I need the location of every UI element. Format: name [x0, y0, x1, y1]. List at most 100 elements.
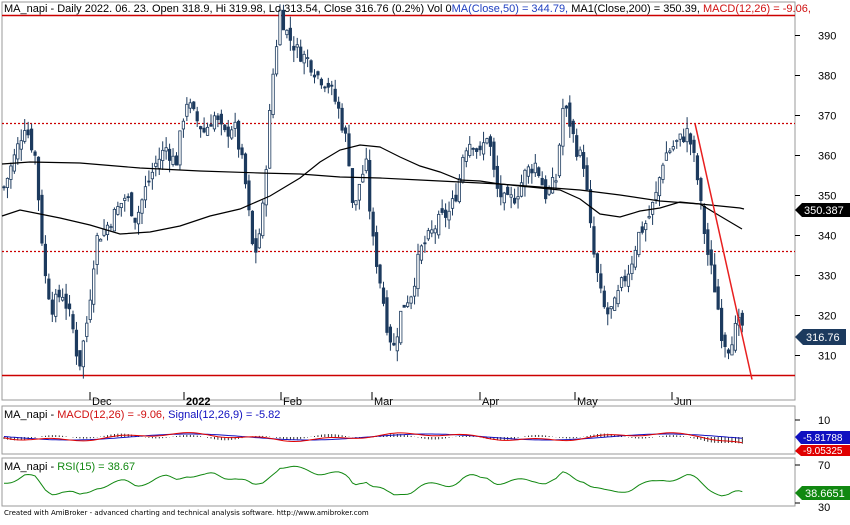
candle-up — [136, 211, 141, 225]
candle-down — [347, 133, 351, 167]
candle-down — [716, 286, 720, 310]
candle-down — [592, 226, 596, 255]
price-tick-label: 390 — [818, 31, 836, 43]
candle-down — [720, 307, 724, 342]
candle-up — [468, 143, 472, 156]
rsi-tag-label: 38.6651 — [805, 488, 845, 500]
candle-down — [585, 165, 589, 191]
candle-down — [513, 197, 517, 204]
candle-up — [88, 299, 92, 321]
candle-up — [268, 110, 272, 169]
signal-tag-label: -5.81788 — [803, 433, 843, 444]
candle-up — [395, 336, 399, 352]
candle-down — [381, 287, 386, 304]
x-label-may: May — [577, 396, 598, 408]
candle-down — [40, 194, 44, 244]
candle-up — [685, 128, 689, 143]
candle-up — [616, 290, 620, 305]
candle-down — [723, 334, 727, 347]
price-tag: 316.76 — [795, 329, 846, 345]
candle-down — [299, 46, 303, 62]
candle-up — [447, 210, 451, 221]
candle-up — [233, 121, 237, 129]
candle-up — [5, 177, 10, 188]
candle-down — [440, 208, 444, 213]
candle-down — [64, 293, 68, 309]
candle-down — [740, 312, 744, 326]
candle-up — [578, 149, 582, 157]
candle-up — [161, 149, 165, 161]
candle-up — [523, 169, 527, 188]
candle-down — [26, 129, 30, 136]
candle-up — [433, 228, 437, 234]
candle-up — [406, 302, 410, 307]
candle-down — [337, 101, 341, 109]
ma200-line — [1, 161, 745, 210]
candle-up — [261, 202, 265, 237]
macd-tag-label: -9.05325 — [803, 446, 843, 457]
candle-down — [350, 168, 355, 203]
candle-down — [706, 229, 710, 255]
candle-up — [354, 200, 358, 206]
candle-up — [668, 150, 672, 153]
candle-down — [726, 349, 731, 354]
candle-up — [102, 228, 106, 236]
macd-panel-frame — [1, 405, 796, 455]
candle-down — [333, 88, 337, 102]
candle-down — [281, 9, 286, 31]
price-tick-label: 320 — [818, 311, 836, 323]
candle-down — [499, 183, 503, 198]
candle-up — [95, 235, 99, 265]
candle-up — [230, 129, 234, 139]
candle-up — [526, 166, 531, 177]
candle-down — [254, 238, 258, 253]
candle-down — [43, 243, 48, 277]
candle-up — [450, 198, 455, 209]
x-label-apr: Apr — [482, 396, 499, 408]
candle-up — [647, 216, 651, 219]
candle-down — [388, 326, 393, 343]
ma50-line — [1, 144, 743, 235]
price-tick-label: 400 — [818, 0, 836, 3]
candle-down — [247, 180, 251, 211]
candle-down — [330, 84, 334, 87]
candle-up — [675, 140, 679, 142]
price-header: MA_napi - Daily 2022. 06. 23. Open 318.9… — [4, 3, 811, 15]
candle-up — [305, 57, 310, 60]
candle-up — [533, 162, 537, 174]
candle-down — [33, 151, 37, 156]
candle-down — [47, 278, 51, 300]
candle-down — [602, 290, 606, 308]
candle-down — [606, 307, 610, 315]
candle-up — [274, 46, 279, 75]
candle-up — [509, 194, 513, 198]
candle-down — [202, 127, 206, 133]
price-tick-label: 380 — [818, 71, 836, 83]
macd-header: MA_napi - MACD(12,26) = -9.06, Signal(12… — [4, 409, 280, 421]
candle-up — [664, 152, 669, 161]
candle-up — [733, 323, 738, 351]
candle-up — [426, 230, 430, 240]
candle-up — [140, 199, 144, 214]
candle-up — [16, 143, 20, 160]
candle-down — [223, 124, 227, 131]
candle-down — [695, 155, 700, 181]
candle-down — [702, 205, 706, 234]
candle-down — [385, 297, 389, 333]
candle-up — [109, 226, 113, 228]
candle-down — [2, 186, 6, 189]
candle-down — [392, 342, 396, 346]
candle-down — [582, 152, 586, 169]
candle-down — [216, 115, 220, 120]
ma200-tag: 350.387 — [795, 203, 850, 217]
candle-up — [516, 196, 520, 200]
candle-down — [312, 74, 317, 78]
candle-down — [488, 136, 493, 147]
candle-down — [316, 71, 320, 76]
candle-up — [412, 285, 417, 297]
candle-up — [116, 206, 120, 215]
macd-tag: -9.05325 — [795, 445, 850, 457]
candle-down — [699, 178, 703, 202]
